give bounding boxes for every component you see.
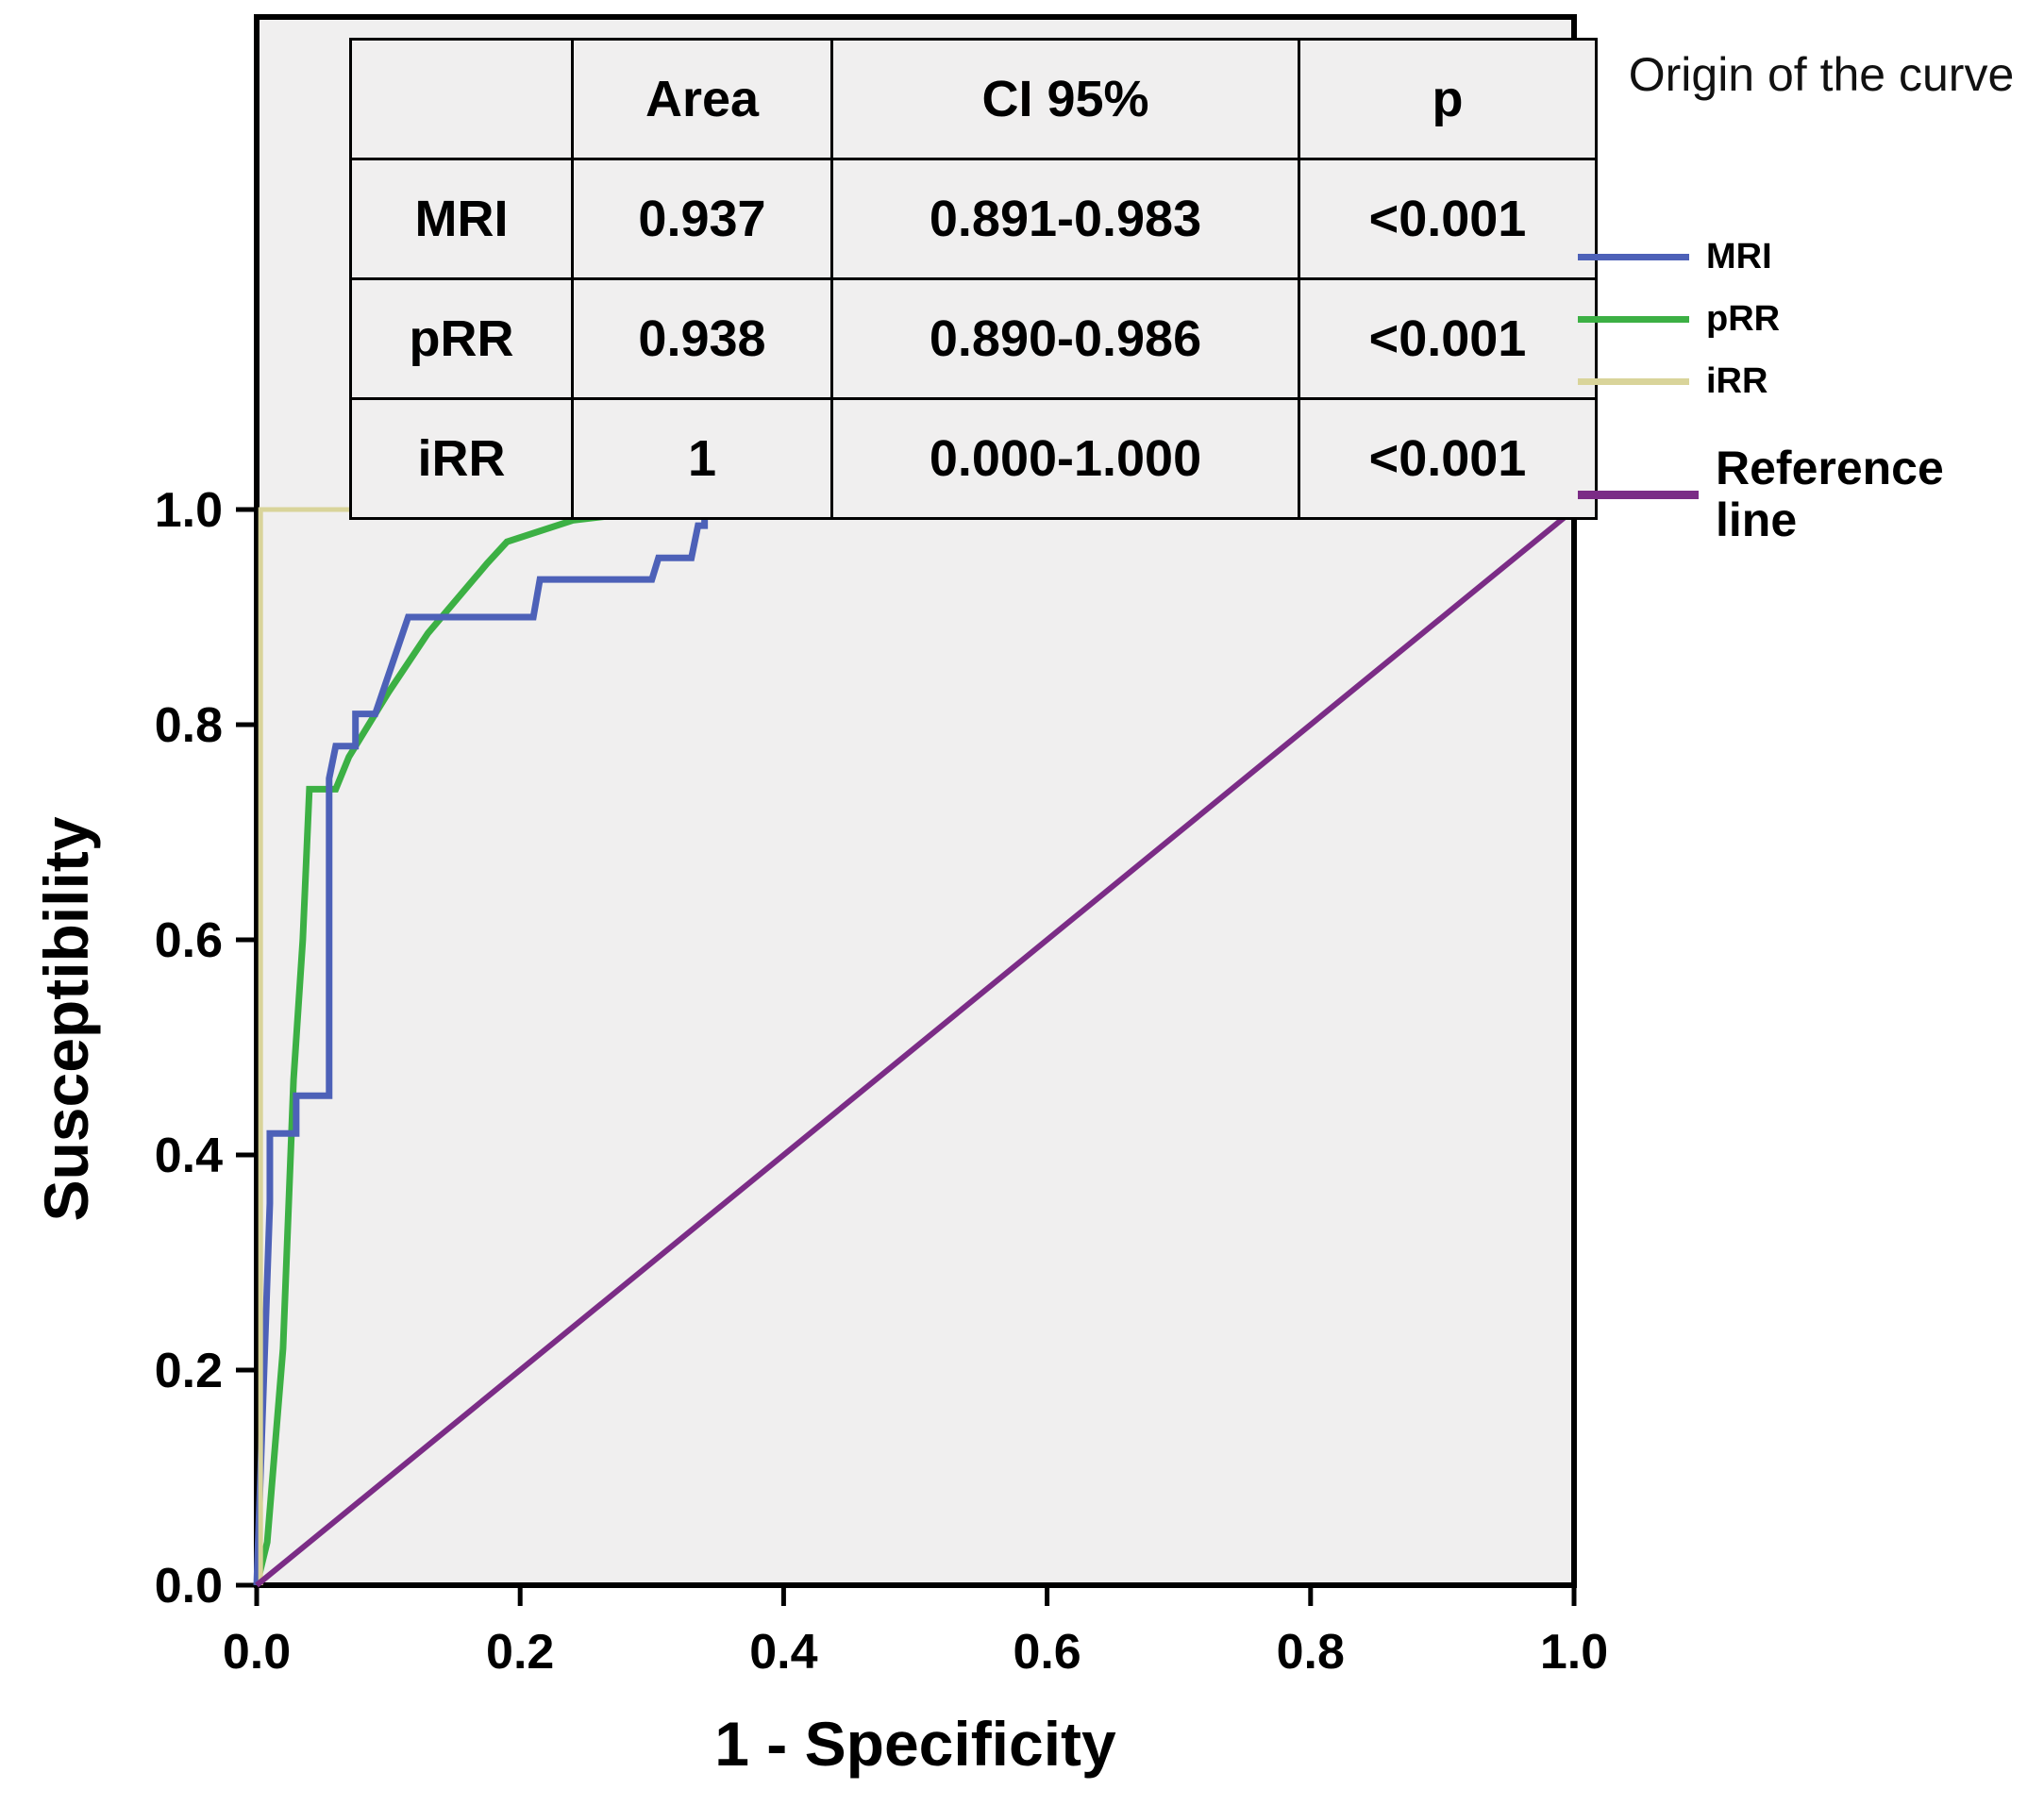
reference-line-swatch	[1578, 490, 1699, 499]
stats-corner-cell	[349, 38, 574, 160]
ci-cell: 0.000-1.000	[830, 397, 1300, 520]
row-label-cell: iRR	[349, 397, 574, 520]
x-axis-title: 1 - Specificity	[714, 1709, 1116, 1779]
x-tick-label: 0.4	[749, 1625, 817, 1680]
p-cell: <0.001	[1298, 277, 1598, 400]
y-axis-title: Susceptibility	[31, 816, 101, 1222]
legend-item-mri: MRI	[1578, 237, 2040, 277]
x-tick-label: 0.0	[223, 1625, 291, 1680]
legend-item-prr: pRR	[1578, 298, 2040, 340]
prr-line-swatch	[1578, 316, 1689, 324]
series-mri	[253, 506, 1574, 1586]
legend-label: MRI	[1706, 237, 1772, 276]
x-tick-label: 0.6	[1013, 1625, 1081, 1680]
x-tick-label: 0.2	[486, 1625, 554, 1680]
y-tick-label: 0.2	[155, 1344, 223, 1398]
area-cell: 0.938	[571, 277, 833, 400]
x-tick-label: 0.8	[1277, 1625, 1345, 1680]
y-tick-label: 0.8	[155, 698, 223, 753]
row-label-cell: pRR	[349, 277, 574, 400]
ci-cell: 0.891-0.983	[830, 158, 1300, 280]
series-prr	[253, 506, 1574, 1586]
legend-title: Origin of the curve	[1628, 48, 2015, 101]
stats-row-prr: pRR 0.938 0.890-0.986 <0.001	[349, 277, 1598, 400]
p-cell: <0.001	[1298, 397, 1598, 520]
legend: MRI pRR iRR Reference line	[1578, 237, 2040, 569]
stats-row-irr: iRR 1 0.000-1.000 <0.001	[349, 397, 1598, 520]
y-tick-label: 0.4	[155, 1129, 223, 1183]
x-tick-label: 1.0	[1540, 1625, 1608, 1680]
legend-label: iRR	[1706, 360, 1768, 401]
y-tick-label: 0.6	[155, 913, 223, 968]
area-cell: 0.937	[571, 158, 833, 280]
stats-header-ci: CI 95%	[830, 38, 1300, 160]
y-axis: 0.0 0.2 0.4 0.6 0.8 1.0	[155, 483, 257, 1614]
stats-header-p: p	[1298, 38, 1598, 160]
stats-header-area: Area	[571, 38, 833, 160]
legend-label: pRR	[1706, 298, 1781, 339]
mri-line-swatch	[1578, 254, 1689, 261]
stats-table: Area CI 95% p MRI 0.937 0.891-0.983 <0.0…	[349, 38, 1598, 520]
series-reference-line	[255, 507, 1576, 1588]
stats-row-mri: MRI 0.937 0.891-0.983 <0.001	[349, 158, 1598, 280]
x-axis: 0.0 0.2 0.4 0.6 0.8 1.0	[223, 1585, 1608, 1680]
legend-label: Reference line	[1716, 442, 1944, 547]
stats-table-wrap: Area CI 95% p MRI 0.937 0.891-0.983 <0.0…	[349, 38, 1598, 520]
irr-line-swatch	[1578, 377, 1689, 385]
legend-item-reference-line: Reference line	[1578, 443, 2040, 546]
y-tick-label: 0.0	[155, 1559, 223, 1614]
row-label-cell: MRI	[349, 158, 574, 280]
area-cell: 1	[571, 397, 833, 520]
ci-cell: 0.890-0.986	[830, 277, 1300, 400]
legend-item-irr: iRR	[1578, 360, 2040, 402]
y-tick-label: 1.0	[155, 483, 223, 538]
p-cell: <0.001	[1298, 158, 1598, 280]
stats-header-row: Area CI 95% p	[349, 38, 1598, 160]
